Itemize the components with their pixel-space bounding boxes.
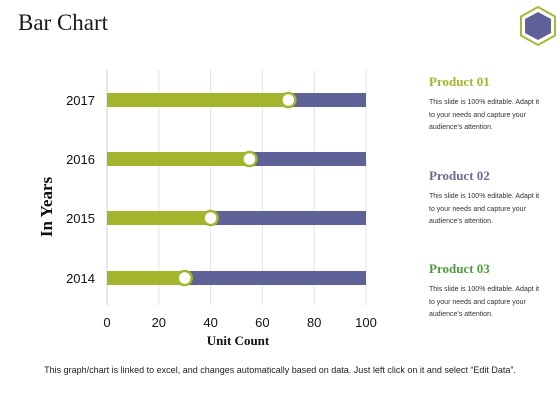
- x-tick-label: 20: [152, 315, 166, 330]
- bar-segment: [107, 211, 211, 225]
- bar-marker: [202, 209, 219, 227]
- bar-segment: [288, 93, 366, 107]
- bar-segment: [210, 211, 366, 225]
- bar-segment: [107, 152, 250, 166]
- hexagon-icon: [520, 5, 556, 47]
- y-tick-label: 2016: [66, 152, 95, 167]
- x-tick-label: 80: [307, 315, 321, 330]
- x-tick-label: 0: [103, 315, 110, 330]
- legend-title: Product 03: [429, 261, 490, 276]
- legend-description: This slide is 100% editable. Adapt it to…: [429, 286, 540, 318]
- x-tick-label: 40: [203, 315, 217, 330]
- bar-segment: [184, 271, 366, 285]
- y-tick-label: 2017: [66, 93, 95, 108]
- legend-item-product-01: Product 01 This slide is 100% editable. …: [429, 74, 544, 135]
- x-tick-label: 100: [355, 315, 377, 330]
- x-tick-label: 60: [255, 315, 269, 330]
- y-axis-label: In Years: [37, 176, 56, 238]
- bar-marker: [241, 150, 258, 168]
- y-tick-label: 2015: [66, 211, 95, 226]
- bar-segment: [249, 152, 366, 166]
- bar-marker: [176, 269, 193, 287]
- legend-title: Product 01: [429, 74, 490, 89]
- y-tick-label: 2014: [66, 271, 95, 286]
- legend-title: Product 02: [429, 168, 490, 183]
- footer-note: This graph/chart is linked to excel, and…: [44, 365, 516, 375]
- legend-item-product-03: Product 03 This slide is 100% editable. …: [429, 261, 544, 322]
- page-title: Bar Chart: [18, 10, 109, 35]
- legend-description: This slide is 100% editable. Adapt it to…: [429, 193, 540, 225]
- x-axis-label: Unit Count: [206, 333, 270, 348]
- legend-item-product-02: Product 02 This slide is 100% editable. …: [429, 168, 544, 229]
- legend-description: This slide is 100% editable. Adapt it to…: [429, 99, 540, 131]
- bar-marker: [280, 91, 297, 109]
- bar-segment: [107, 271, 185, 285]
- bar-segment: [107, 93, 289, 107]
